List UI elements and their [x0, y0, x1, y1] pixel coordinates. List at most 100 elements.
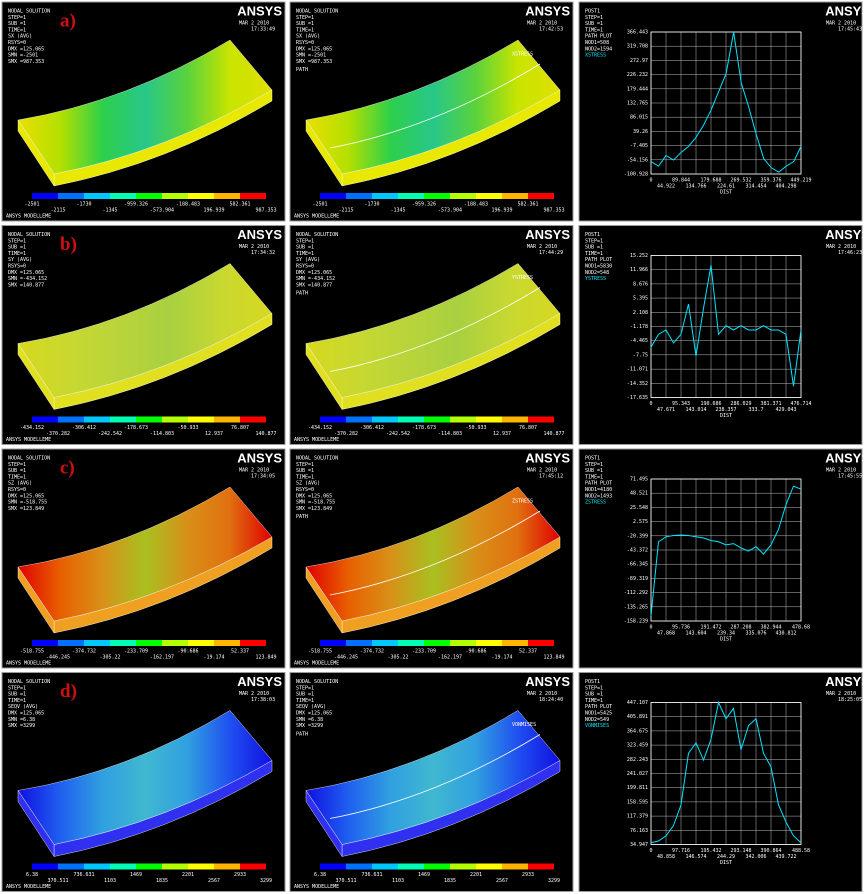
legend-label: 6.38: [314, 872, 326, 878]
info-line: SUB =1: [8, 692, 26, 698]
y-tick-label: -54.156: [627, 157, 648, 163]
legend-swatch: [84, 640, 110, 646]
legend-swatch: [346, 640, 372, 646]
legend-swatch: [476, 417, 502, 423]
y-tick-label: 447.107: [627, 700, 648, 706]
legend-swatch: [450, 417, 476, 423]
info-line: NOD1=5425: [585, 711, 612, 717]
x-tick-label: 44.922: [657, 184, 675, 190]
logo: ANSYS: [825, 3, 864, 18]
legend-swatch: [240, 864, 266, 870]
contour-panel-path: NODAL SOLUTIONSTEP=1SUB =1TIME=1SY (AVG)…: [290, 226, 573, 445]
contour-panel-path: NODAL SOLUTIONSTEP=1SUB =1TIME=1SZ (AVG)…: [290, 449, 573, 668]
legend-swatch: [188, 640, 214, 646]
info-line: SMN =6.38: [8, 717, 35, 723]
legend-label: -434.152: [20, 425, 44, 431]
info-line: POST1: [585, 679, 600, 685]
row-label: b): [60, 234, 77, 255]
legend-swatch: [136, 640, 162, 646]
y-tick-label: 11.966: [630, 267, 648, 273]
info-line: TIME=1: [8, 27, 26, 33]
info-line: POST1: [585, 232, 600, 238]
legend-label: -518.755: [308, 649, 332, 655]
info-line: STEP=1: [8, 15, 26, 21]
legend-label: 3299: [548, 878, 560, 884]
x-tick-label: 430.812: [775, 631, 796, 637]
time: 17:34:32: [251, 250, 275, 256]
legend-swatch: [372, 864, 398, 870]
info-line: SMX =987.353: [296, 59, 332, 65]
x-tick-label: 0: [649, 625, 652, 631]
y-tick-label: 226.232: [627, 72, 648, 78]
x-axis-label: DIST: [720, 860, 732, 866]
legend-label: 1469: [130, 872, 142, 878]
legend-label: 196.939: [203, 208, 224, 214]
legend-swatch: [240, 193, 266, 199]
info-line: POST1: [585, 456, 600, 462]
legend-label: 2933: [234, 872, 246, 878]
y-tick-label: -1.178: [630, 324, 648, 330]
info-line: SUB =1: [296, 21, 314, 27]
info-line: NODAL SOLUTION: [8, 9, 50, 15]
info-line: DMX =125.065: [296, 711, 332, 717]
legend-label: -374.732: [72, 649, 96, 655]
legend-swatch: [320, 193, 346, 199]
x-tick-label: 429.043: [775, 407, 796, 413]
info-line: SMX =3299: [296, 723, 323, 729]
legend-label: 196.939: [491, 208, 512, 214]
legend-label: -305.22: [387, 655, 408, 661]
info-line: NOD2=549: [585, 717, 609, 723]
info-line: SMN =6.38: [296, 717, 323, 723]
y-tick-label: 25.548: [630, 505, 648, 511]
info-line: STEP=1: [585, 462, 603, 468]
info-line: NOD1=5830: [585, 264, 612, 270]
time: 18:24:40: [539, 697, 563, 703]
info-line: NOD1=4180: [585, 487, 612, 493]
time: 17:44:29: [539, 250, 563, 256]
y-tick-label: -66.345: [627, 562, 648, 568]
info-line: SMX =140.877: [296, 282, 332, 288]
info-line: RSYS=0: [296, 487, 314, 493]
legend-label: 12.937: [205, 431, 223, 437]
x-tick-label: 47.868: [657, 631, 675, 637]
legend-swatch: [320, 640, 346, 646]
info-line: TIME=1: [585, 27, 603, 33]
info-line: NOD2=548: [585, 270, 609, 276]
y-tick-label: 39.26: [633, 129, 648, 135]
info-line: PATH PLOT: [585, 34, 612, 40]
legend-label: -90.686: [177, 649, 198, 655]
path-name: XSTRESS: [512, 52, 533, 58]
info-line: DMX =125.065: [296, 270, 332, 276]
logo: ANSYS: [237, 674, 282, 689]
legend-swatch: [214, 640, 240, 646]
legend-swatch: [450, 864, 476, 870]
legend-label: -2115: [338, 208, 353, 214]
y-tick-label: 15.252: [630, 253, 648, 259]
info-line: TIME=1: [296, 27, 314, 33]
info-line: NOD2=1493: [585, 493, 612, 499]
path-word: PATH: [296, 731, 308, 737]
info-line: NODAL SOLUTION: [8, 232, 50, 238]
y-tick-label: 48.521: [630, 491, 648, 497]
y-tick-label: 76.163: [630, 828, 648, 834]
y-tick-label: -14.352: [627, 381, 648, 387]
legend-label: -114.803: [150, 431, 174, 437]
info-line: SUB =1: [8, 468, 26, 474]
y-tick-label: 199.811: [627, 785, 648, 791]
info-line: SMX =123.849: [8, 506, 44, 512]
info-line: RSYS=0: [296, 264, 314, 270]
legend-label: 987.353: [255, 208, 276, 214]
legend-swatch: [32, 193, 58, 199]
info-line: TIME=1: [8, 474, 26, 480]
x-tick-label: 0: [649, 178, 652, 184]
row-label: a): [60, 10, 76, 31]
path-word: PATH: [296, 514, 308, 520]
legend-label: -518.755: [20, 649, 44, 655]
info-line: SY (AVG): [296, 257, 320, 263]
info-line: RSYS=0: [8, 487, 26, 493]
info-line: STEP=1: [8, 685, 26, 691]
legend-label: 76.807: [231, 425, 249, 431]
info-line: SUB =1: [585, 21, 603, 27]
